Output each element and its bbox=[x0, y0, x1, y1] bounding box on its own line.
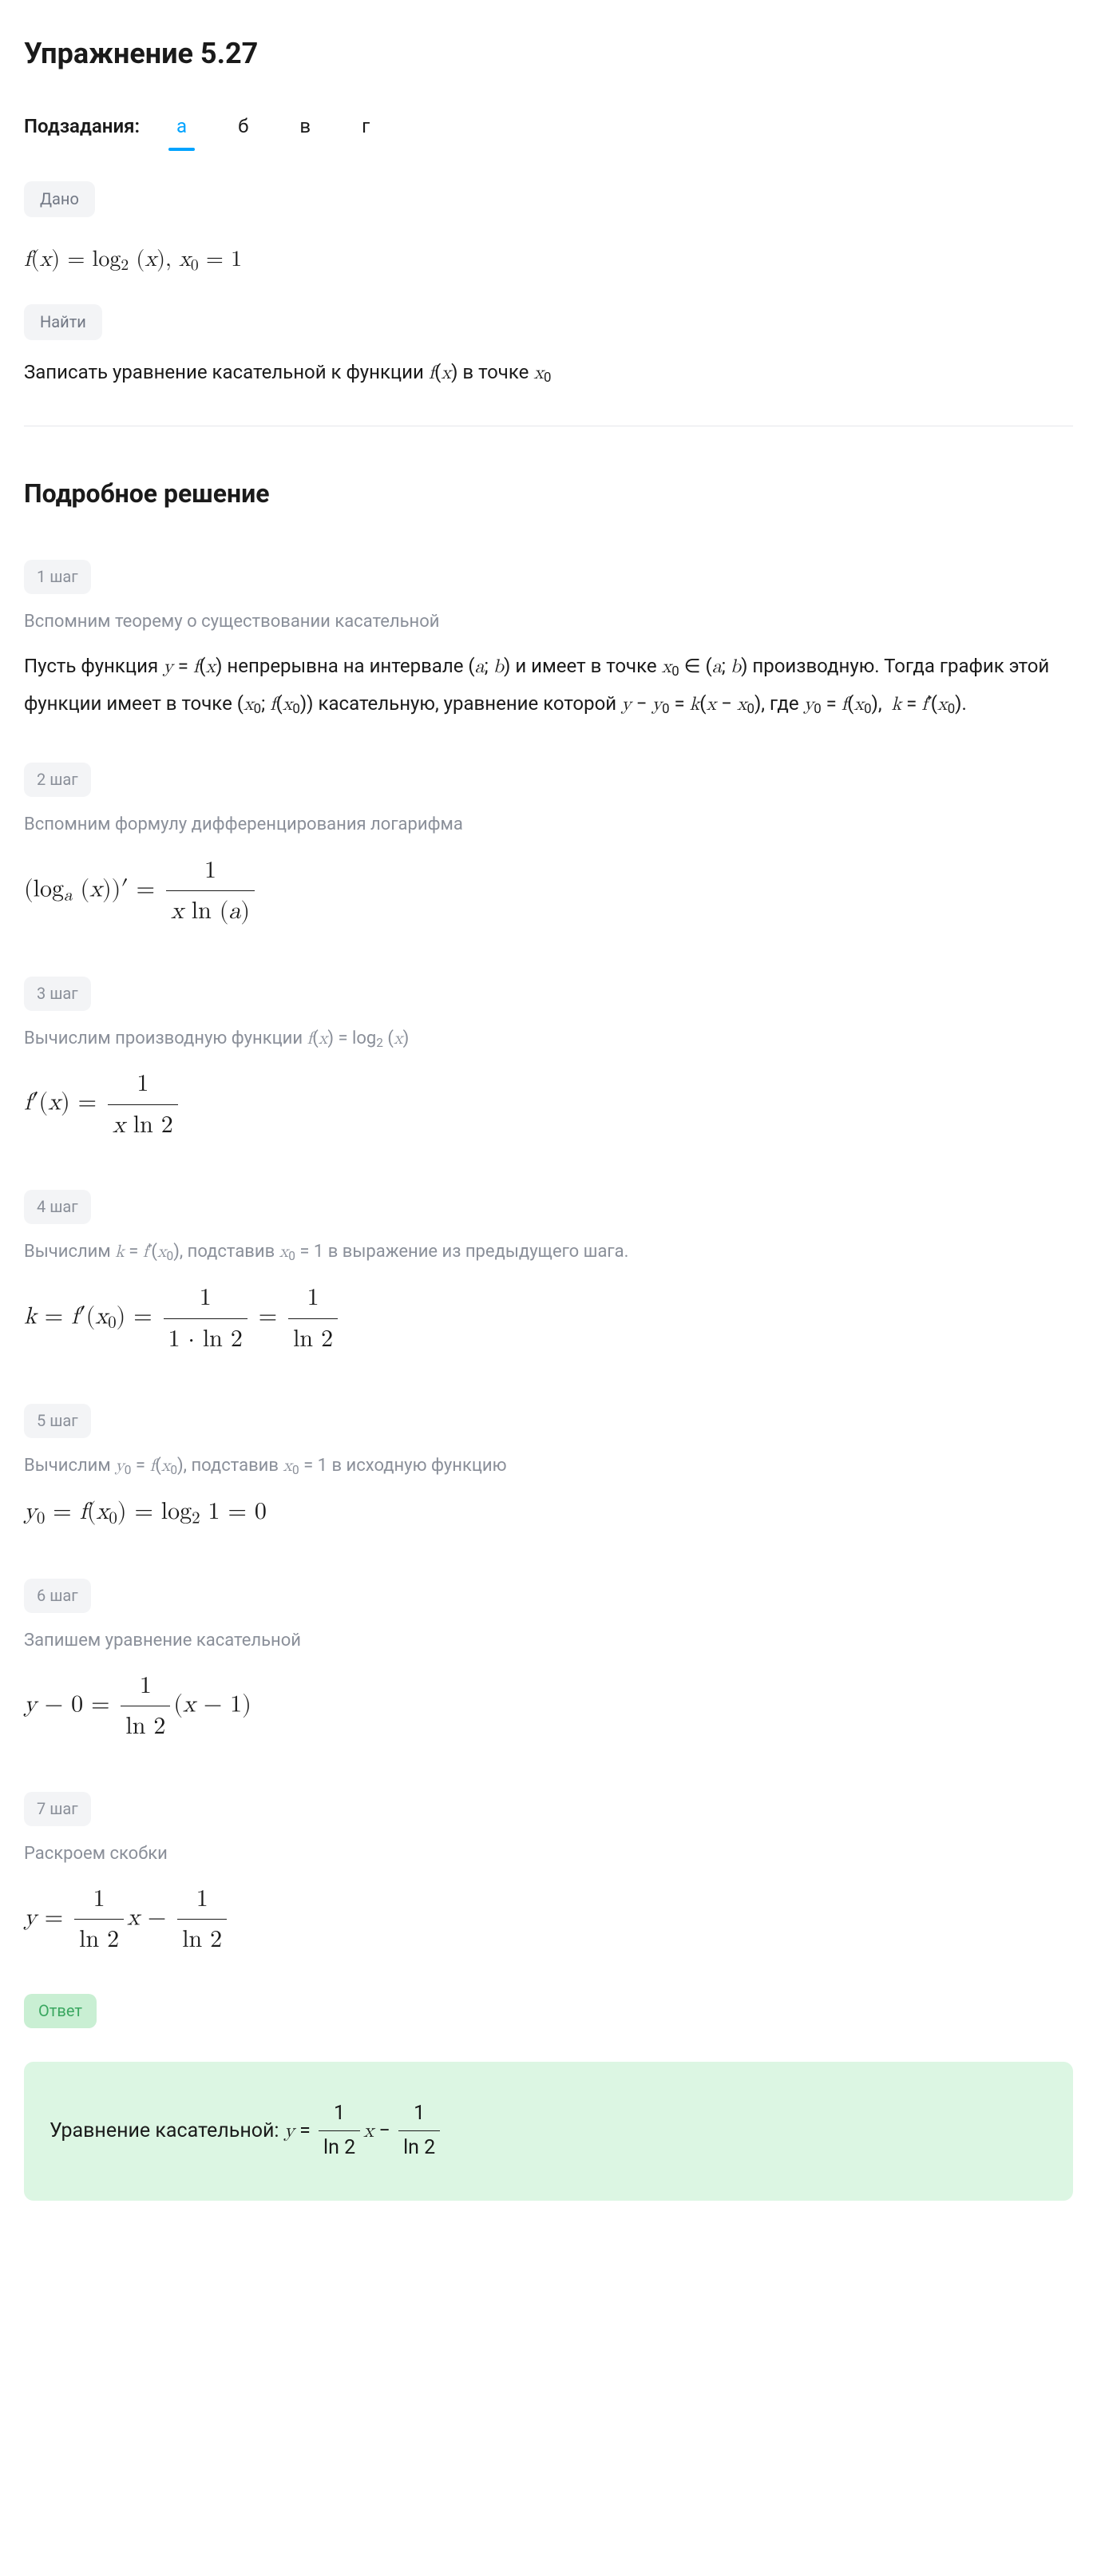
step-caption: Раскроем скобки bbox=[24, 1841, 1073, 1868]
subtasks-label: Подзадания: bbox=[24, 112, 140, 141]
find-pill: Найти bbox=[24, 304, 102, 340]
step-badge: 5 шаг bbox=[24, 1404, 91, 1438]
step-formula: y = 1ln 2x − 1ln 2 bbox=[24, 1880, 1073, 1959]
step-formula: k = f′(x0) = 11 · ln 2 = 1ln 2 bbox=[24, 1279, 1073, 1357]
answer-pill: Ответ bbox=[24, 1994, 97, 2028]
given-pill: Дано bbox=[24, 181, 95, 217]
solution-title: Подробное решение bbox=[24, 474, 1073, 514]
tab-v[interactable]: в bbox=[285, 107, 325, 149]
step-formula: (loga (x))′ = 1x ln (a) bbox=[24, 852, 1073, 930]
step-caption: Вспомним теорему о существовании касател… bbox=[24, 608, 1073, 636]
step-badge: 6 шаг bbox=[24, 1579, 91, 1613]
step-caption: Вычислим k = f′(x0), подставив x0 = 1 в … bbox=[24, 1238, 1073, 1266]
step-badge: 3 шаг bbox=[24, 977, 91, 1011]
step-formula: y − 0 = 1ln 2(x − 1) bbox=[24, 1667, 1073, 1746]
find-text: Записать уравнение касательной к функции… bbox=[24, 358, 1073, 388]
step-formula: y0 = f(x0) = log2 1 = 0 bbox=[24, 1493, 1073, 1532]
tab-b[interactable]: б bbox=[224, 107, 263, 149]
step-badge: 7 шаг bbox=[24, 1792, 91, 1826]
tab-g[interactable]: г bbox=[347, 107, 384, 149]
answer-box: Уравнение касательной: y = 1ln 2x − 1ln … bbox=[24, 2062, 1073, 2201]
page-title: Упражнение 5.27 bbox=[24, 32, 1073, 77]
step-caption: Запишем уравнение касательной bbox=[24, 1627, 1073, 1655]
step-caption: Вычислим y0 = f(x0), подставив x0 = 1 в … bbox=[24, 1452, 1073, 1480]
step-caption: Вычислим производную функции f(x) = log2… bbox=[24, 1025, 1073, 1053]
given-formula: f(x) = log2 (x), x0 = 1 bbox=[24, 243, 1073, 277]
subtasks-row: Подзадания: а б в г bbox=[24, 107, 1073, 149]
step-caption: Вспомним формулу дифференцирования логар… bbox=[24, 811, 1073, 838]
step-badge: 1 шаг bbox=[24, 560, 91, 594]
step-formula: f′(x) = 1x ln 2 bbox=[24, 1065, 1073, 1143]
step-body: Пусть функция y = f(x) непрерывна на инт… bbox=[24, 648, 1073, 723]
tab-a[interactable]: а bbox=[162, 107, 201, 149]
step-badge: 2 шаг bbox=[24, 763, 91, 797]
steps-container: 1 шаг Вспомним теорему о существовании ка… bbox=[24, 549, 1073, 1959]
step-badge: 4 шаг bbox=[24, 1190, 91, 1224]
